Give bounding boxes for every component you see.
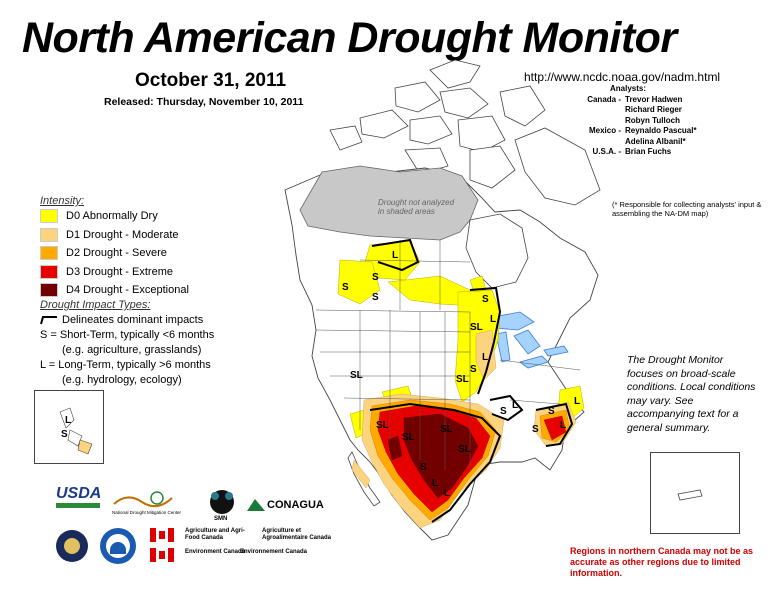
usda-logo: USDA — [56, 486, 101, 508]
analyst-row: Canada - Trevor Hadwen — [587, 94, 683, 104]
impact-map-label: S — [420, 462, 427, 473]
arctic-islands — [329, 59, 601, 206]
impact-legend: Drought Impact Types: Delineates dominan… — [40, 298, 214, 388]
legend-item-d1: D1 Drought - Moderate — [40, 226, 189, 245]
impact-map-label: SL — [350, 370, 363, 381]
website-link[interactable]: http://www.ncdc.noaa.gov/nadm.html — [524, 70, 721, 84]
impact-line-item: Delineates dominant impacts — [40, 313, 214, 328]
intensity-label: Intensity: — [40, 195, 85, 207]
impact-long-term-examples: (e.g. hydrology, ecology) — [62, 374, 182, 386]
impact-map-label: L — [512, 400, 518, 411]
agri-canada-en: Agriculture and Agri-Food Canada — [185, 528, 245, 541]
legend-item-d4: D4 Drought - Exceptional — [40, 281, 189, 300]
conagua-logo: CONAGUA — [245, 496, 335, 516]
legend-swatch — [40, 246, 58, 261]
impact-map-label: L — [444, 488, 450, 499]
impact-map-label: SL — [458, 444, 471, 455]
analyst-row: Richard Rieger — [625, 105, 682, 114]
impact-map-label: S — [372, 292, 379, 303]
alaska-inset: L S — [34, 390, 104, 464]
conagua-icon — [247, 498, 265, 511]
impact-map-label: L — [432, 478, 438, 489]
impact-map-label: L — [392, 250, 398, 261]
map-date: October 31, 2011 — [135, 70, 287, 91]
impact-map-label: SL — [376, 420, 389, 431]
doc-seal-icon — [56, 530, 88, 562]
impact-map-label: SL — [456, 374, 469, 385]
impact-map-label: S — [532, 424, 539, 435]
env-canada-fr: Environnement Canada — [240, 549, 308, 555]
intensity-legend: Intensity: D0 Abnormally Dry D1 Drought … — [40, 195, 189, 300]
analysts-list: Analysts: Canada - Trevor Hadwen Richard … — [560, 84, 697, 158]
agri-canada-fr: Agriculture et Agroalimentaire Canada — [262, 528, 332, 541]
legend-item-d0: D0 Abnormally Dry — [40, 207, 189, 226]
impact-map-label: L — [490, 314, 496, 325]
hudson-bay — [465, 213, 529, 289]
d4-areas — [387, 413, 479, 499]
impact-map-label: S — [470, 364, 477, 375]
canada-flag-icon — [150, 528, 174, 542]
smn-icon — [210, 490, 234, 514]
not-analyzed-region — [299, 165, 479, 241]
puerto-rico-inset — [650, 452, 740, 534]
impact-short-term-examples: (e.g. agriculture, grasslands) — [62, 344, 202, 356]
not-analyzed-label: Drought not analyzed in shaded areas — [378, 198, 455, 216]
legend-swatch — [40, 227, 58, 242]
impact-map-label: S — [548, 406, 555, 417]
ndmc-logo: National Drought Mitigation Center — [112, 490, 187, 518]
impact-long-term: L = Long-Term, typically >6 months — [40, 359, 211, 371]
alaska-label-l: L — [65, 415, 72, 426]
impact-map-label: L — [482, 352, 488, 363]
impact-label: Drought Impact Types: — [40, 299, 151, 311]
analyst-row: U.S.A. - Brian Fuchs — [592, 147, 672, 156]
legend-swatch — [40, 283, 58, 298]
alaska-label-s: S — [61, 429, 68, 440]
analyst-row: Robyn Tulloch — [625, 115, 680, 125]
canada-flag-icon — [150, 548, 174, 562]
impact-map-label: SL — [470, 322, 483, 333]
legend-swatch — [40, 264, 58, 279]
legend-item-d3: D3 Drought - Extreme — [40, 263, 189, 282]
analyst-row: Mexico - Reynaldo Pascual* — [588, 126, 697, 135]
impact-map-label: L — [560, 420, 566, 431]
analyst-row: Adelina Albanil* — [625, 136, 686, 146]
impact-map-label: S — [372, 272, 379, 283]
env-canada-en: Environment Canada — [185, 549, 246, 555]
impact-map-label: SL — [402, 432, 415, 443]
legend-swatch — [40, 209, 58, 224]
release-date: Released: Thursday, November 10, 2011 — [104, 96, 304, 108]
analysts-header: Analysts: — [610, 84, 647, 93]
page-title: North American Drought Monitor — [22, 14, 677, 62]
impact-short-term: S = Short-Term, typically <6 months — [40, 329, 215, 341]
smn-logo: SMN — [205, 488, 239, 522]
impact-map-label: S — [482, 294, 489, 305]
puerto-rico-shape — [677, 489, 703, 501]
legend-item-d2: D2 Drought - Severe — [40, 244, 189, 263]
impact-line-icon — [40, 316, 57, 325]
impact-lines — [369, 238, 574, 523]
boundaries — [315, 240, 581, 470]
impact-map-label: S — [342, 282, 349, 293]
canada-accuracy-note: Regions in northern Canada may not be as… — [570, 546, 754, 578]
drought-monitor-note: The Drought Monitor focuses on broad-sca… — [627, 354, 756, 434]
ndmc-icon — [113, 491, 173, 508]
impact-map-label: SL — [440, 424, 453, 435]
impact-map-label: S — [500, 406, 507, 417]
impact-map-label: L — [574, 396, 580, 407]
great-lakes — [487, 311, 569, 369]
responsible-note: (* Responsible for collecting analysts' … — [612, 200, 762, 218]
alaska-inset-shapes — [59, 407, 93, 455]
noaa-logo-icon — [100, 528, 136, 564]
